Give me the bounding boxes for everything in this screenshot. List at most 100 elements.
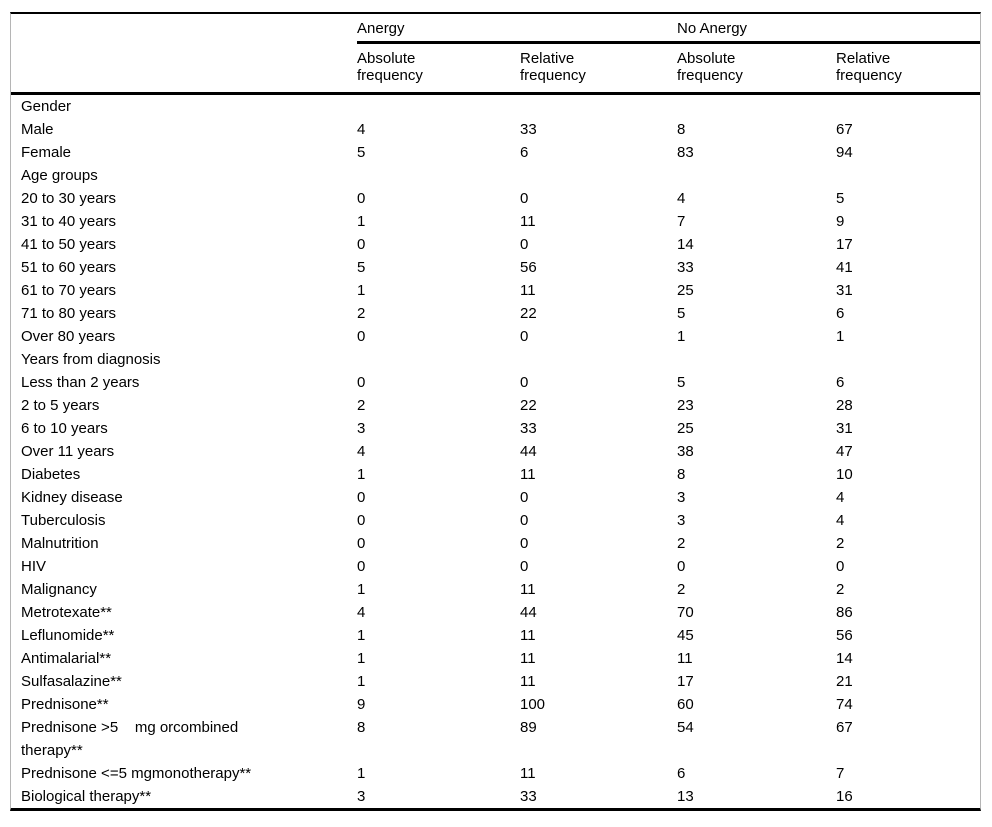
anergy-absolute-value: 0 (357, 512, 366, 529)
no-anergy-absolute-value: 7 (677, 213, 686, 230)
row-label: Age groups (21, 167, 98, 184)
table-row: Sulfasalazine** 1 11 17 21 (11, 670, 980, 693)
no-anergy-absolute-value: 4 (677, 190, 686, 207)
no-anergy-absolute-value: 6 (677, 765, 686, 782)
no-anergy-absolute-value: 17 (677, 673, 694, 690)
anergy-relative-value: 56 (520, 259, 537, 276)
anergy-absolute-value: 9 (357, 696, 366, 713)
anergy-relative-value: 0 (520, 236, 529, 253)
anergy-absolute-value: 3 (357, 788, 366, 805)
no-anergy-relative-value: 0 (836, 558, 845, 575)
no-anergy-absolute-value: 3 (677, 489, 686, 506)
no-anergy-relative-value: 4 (836, 512, 845, 529)
no-anergy-relative-value: 5 (836, 190, 845, 207)
anergy-relative-value: 11 (520, 650, 536, 667)
anergy-absolute-value: 4 (357, 604, 366, 621)
no-anergy-relative-value: 4 (836, 489, 845, 506)
anergy-absolute-value (357, 164, 520, 187)
frequency-table: Anergy No Anergy Absolute frequency Rela… (10, 12, 981, 811)
row-label: Biological therapy** (21, 788, 152, 805)
anergy-absolute-value: 0 (357, 374, 366, 391)
column-header-spacer (11, 50, 357, 84)
row-label: Diabetes (21, 466, 81, 483)
group-header-anergy: Anergy (357, 20, 405, 37)
anergy-relative-value: 6 (520, 144, 529, 161)
anergy-absolute-value: 1 (357, 627, 366, 644)
table-row: 20 to 30 years 0 0 4 5 (11, 187, 980, 210)
anergy-absolute-value: 1 (357, 765, 366, 782)
anergy-relative-value: 44 (520, 443, 537, 460)
no-anergy-absolute-value: 5 (677, 374, 686, 391)
row-label: Prednisone** (21, 696, 109, 713)
anergy-absolute-value (357, 95, 520, 118)
group-header-no-anergy: No Anergy (677, 20, 748, 37)
anergy-absolute-value: 0 (357, 558, 366, 575)
anergy-absolute-value: 4 (357, 443, 366, 460)
table-row: Diabetes 1 11 8 10 (11, 463, 980, 486)
anergy-absolute-value: 5 (357, 259, 366, 276)
row-label: 51 to 60 years (21, 259, 117, 276)
table-row: Female 5 6 83 94 (11, 141, 980, 164)
anergy-relative-value: 11 (520, 765, 536, 782)
no-anergy-absolute-value: 0 (677, 558, 686, 575)
no-anergy-relative-value (836, 95, 980, 118)
table-row: 71 to 80 years 2 22 5 6 (11, 302, 980, 325)
row-label: 61 to 70 years (21, 282, 117, 299)
table-row: Malnutrition 0 0 2 2 (11, 532, 980, 555)
no-anergy-relative-value: 14 (836, 650, 853, 667)
table-row: 2 to 5 years 2 22 23 28 (11, 394, 980, 417)
table-row: Years from diagnosis (11, 348, 980, 371)
anergy-relative-value: 22 (520, 397, 537, 414)
anergy-absolute-value: 1 (357, 282, 366, 299)
anergy-absolute-value: 1 (357, 650, 366, 667)
no-anergy-relative-value: 2 (836, 581, 845, 598)
no-anergy-absolute-value: 13 (677, 788, 694, 805)
anergy-relative-value: 0 (520, 489, 529, 506)
column-header-no-anergy-relative: Relative frequency (836, 50, 902, 84)
table-row: Metrotexate** 4 44 70 86 (11, 601, 980, 624)
table-row: 51 to 60 years 5 56 33 41 (11, 256, 980, 279)
no-anergy-absolute-value: 25 (677, 282, 694, 299)
table-row: 31 to 40 years 1 11 7 9 (11, 210, 980, 233)
no-anergy-relative-value: 6 (836, 374, 845, 391)
no-anergy-relative-value: 67 (836, 719, 853, 736)
row-label: HIV (21, 558, 47, 575)
row-label: Sulfasalazine** (21, 673, 122, 690)
no-anergy-relative-value (836, 164, 980, 187)
no-anergy-relative-value: 47 (836, 443, 853, 460)
table-row: Biological therapy** 3 33 13 16 (11, 785, 980, 808)
anergy-relative-value: 0 (520, 190, 529, 207)
anergy-relative-value: 11 (520, 282, 536, 299)
table-row: Prednisone** 9 100 60 74 (11, 693, 980, 716)
row-label: Over 80 years (21, 328, 116, 345)
row-label: 20 to 30 years (21, 190, 117, 207)
anergy-relative-value: 22 (520, 305, 537, 322)
anergy-absolute-value: 5 (357, 144, 366, 161)
no-anergy-relative-value: 41 (836, 259, 853, 276)
row-label: 71 to 80 years (21, 305, 117, 322)
anergy-absolute-value: 1 (357, 213, 366, 230)
row-label: Prednisone >5 mg orcombined therapy** (21, 719, 239, 759)
row-label: Less than 2 years (21, 374, 140, 391)
table-column-header-row: Absolute frequency Relative frequency Ab… (11, 44, 980, 95)
anergy-absolute-value: 1 (357, 466, 366, 483)
anergy-relative-value: 89 (520, 719, 537, 736)
no-anergy-absolute-value: 3 (677, 512, 686, 529)
row-label: Gender (21, 98, 72, 115)
no-anergy-absolute-value (677, 95, 836, 118)
no-anergy-relative-value: 10 (836, 466, 853, 483)
no-anergy-relative-value (836, 348, 980, 371)
no-anergy-absolute-value: 2 (677, 581, 686, 598)
row-label: Leflunomide** (21, 627, 115, 644)
no-anergy-absolute-value: 70 (677, 604, 694, 621)
no-anergy-absolute-value: 33 (677, 259, 694, 276)
table-row: Male 4 33 8 67 (11, 118, 980, 141)
table-row: 41 to 50 years 0 0 14 17 (11, 233, 980, 256)
anergy-relative-value (520, 95, 677, 118)
no-anergy-relative-value: 9 (836, 213, 845, 230)
no-anergy-absolute-value: 54 (677, 719, 694, 736)
no-anergy-relative-value: 67 (836, 121, 853, 138)
anergy-absolute-value: 4 (357, 121, 366, 138)
anergy-relative-value: 0 (520, 512, 529, 529)
row-label: 6 to 10 years (21, 420, 108, 437)
